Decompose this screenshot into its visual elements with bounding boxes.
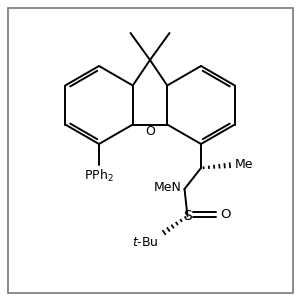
Text: O: O [220,208,230,221]
Text: S: S [183,209,192,223]
Text: Me: Me [235,158,254,172]
Text: $t$-Bu: $t$-Bu [132,236,159,248]
Text: PPh$_2$: PPh$_2$ [84,167,114,184]
Text: MeN: MeN [154,181,182,194]
Text: O: O [145,125,155,138]
